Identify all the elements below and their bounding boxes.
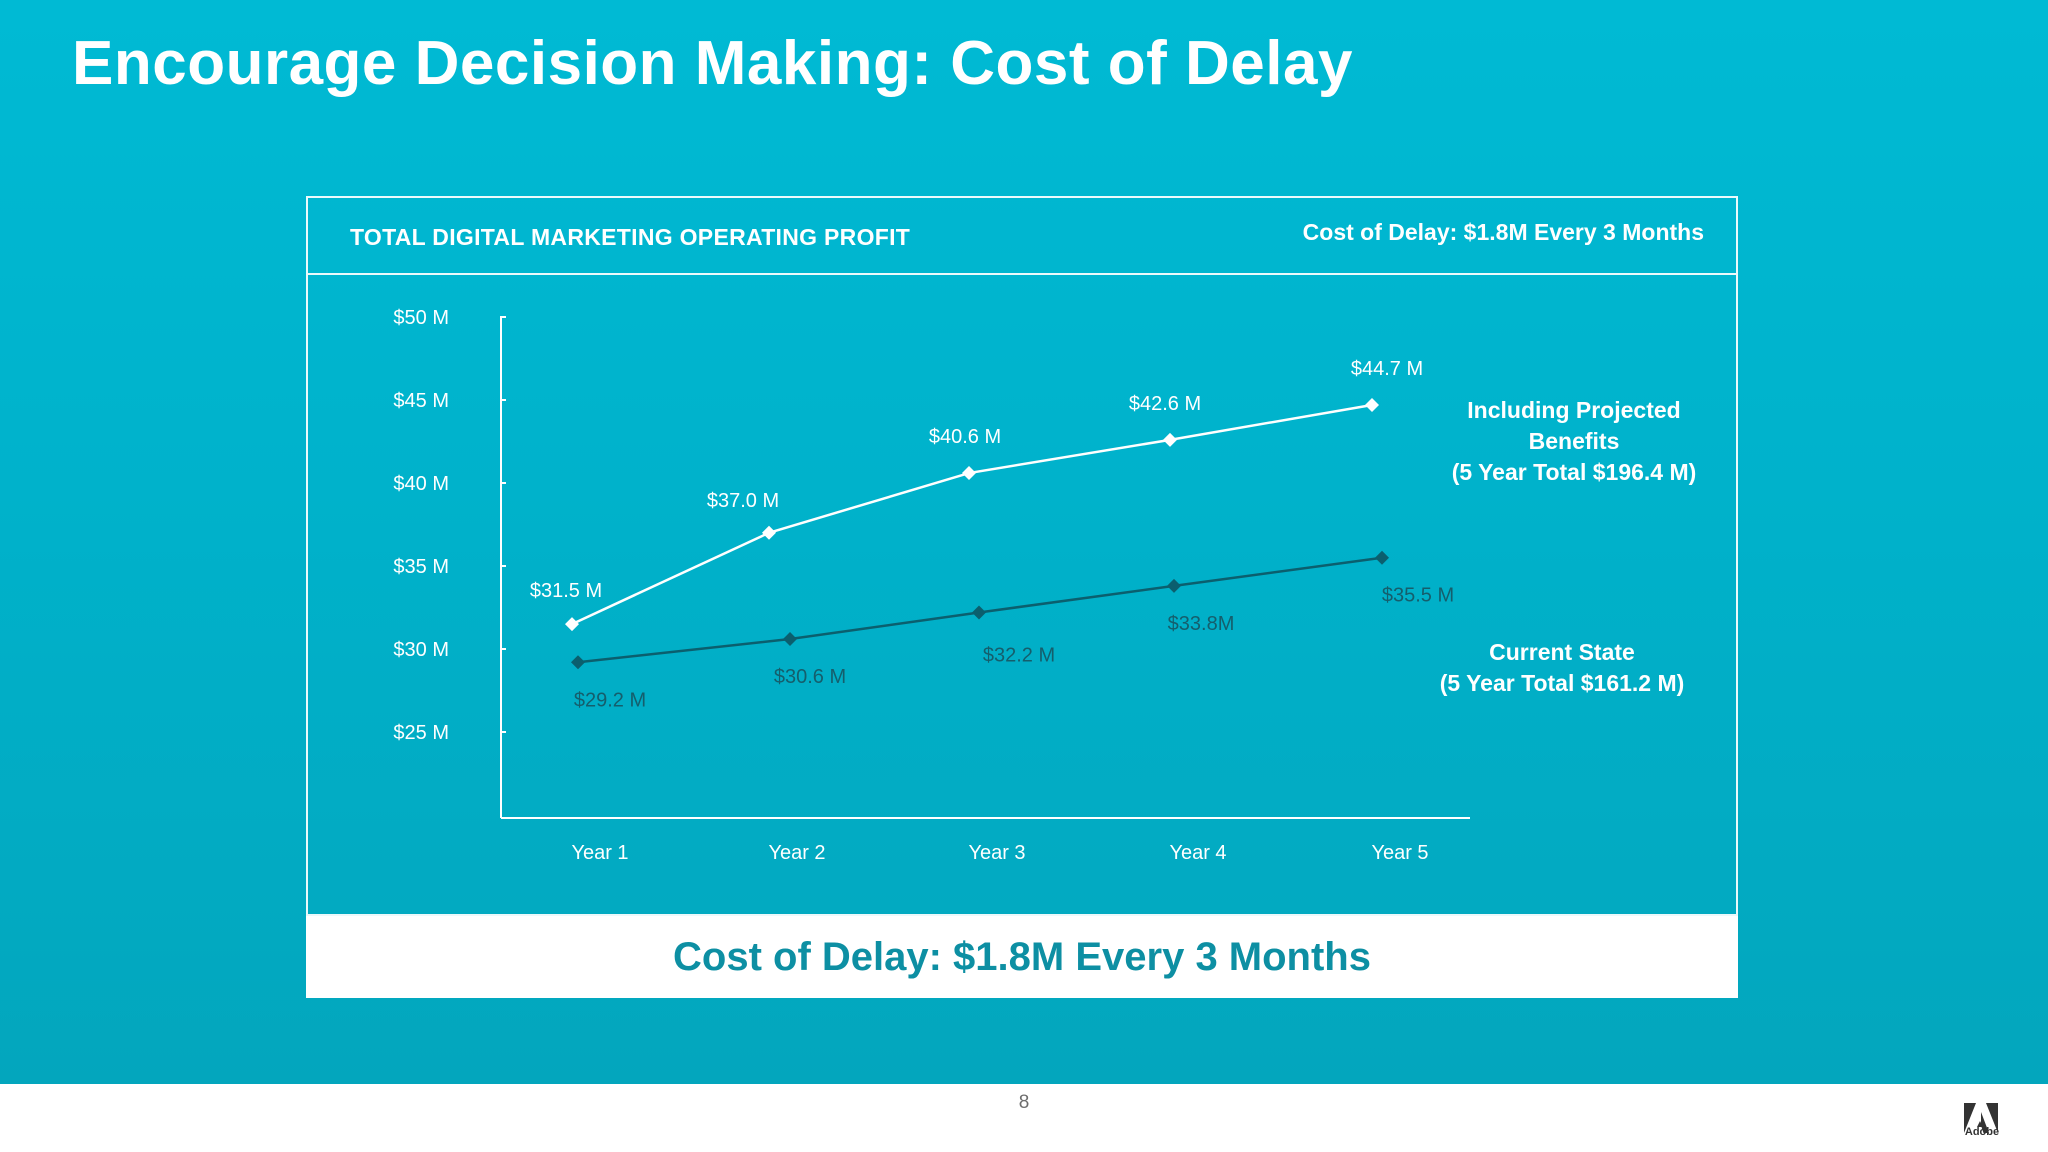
series-1: $29.2 M $30.6 M $32.2 M $33.8M $35.5 M [571,550,1454,711]
data-label: $31.5 M [530,580,602,602]
data-point-marker [1375,550,1389,565]
y-tick-label: $45 M [393,390,449,412]
banner-text: Cost of Delay: $1.8M Every 3 Months [673,934,1371,979]
data-point-marker [1163,432,1177,447]
data-point-marker [972,605,986,620]
y-tick-label: $25 M [393,722,449,744]
data-label: $40.6 M [929,426,1001,448]
x-axis-ticks: Year 1 Year 2 Year 3 Year 4 Year 5 [571,842,1428,864]
series-name-label: Including Projected [1467,397,1680,423]
y-tick-label: $50 M [393,307,449,329]
data-point-marker [571,655,585,670]
x-tick-label: Year 1 [571,842,628,864]
series-name-label: (5 Year Total $196.4 M) [1452,459,1697,485]
x-tick-label: Year 3 [968,842,1025,864]
x-tick-label: Year 2 [768,842,825,864]
cost-of-delay-note: Cost of Delay: $1.8M Every 3 Months [1302,219,1704,245]
series-0: $31.5 M $37.0 M $40.6 M $42.6 M $44.7 M [530,358,1423,632]
series-labels: Including Projected Benefits (5 Year Total… [1440,397,1697,696]
slide-background: Encourage Decision Making: Cost of Delay… [0,0,2048,1084]
y-tick-label: $35 M [393,556,449,578]
data-label: $32.2 M [983,644,1055,666]
adobe-logo-icon [1964,1103,1998,1133]
series-name-label: Benefits [1529,428,1620,454]
data-label: $44.7 M [1351,358,1423,380]
series-name-label: (5 Year Total $161.2 M) [1440,670,1685,696]
data-point-marker [565,617,579,632]
series-layer: $31.5 M $37.0 M $40.6 M $42.6 M $44.7 M $29.2… [530,358,1454,711]
panel-header: TOTAL DIGITAL MARKETING OPERATING PROFIT… [308,198,1736,275]
y-tick-label: $40 M [393,473,449,495]
data-point-marker [1167,578,1181,593]
data-label: $35.5 M [1382,585,1454,607]
series-name-label: Current State [1489,639,1635,665]
data-point-marker [783,632,797,647]
data-label: $37.0 M [707,490,779,512]
data-point-marker [762,525,776,540]
x-tick-label: Year 5 [1371,842,1428,864]
data-label: $42.6 M [1129,393,1201,415]
adobe-logo-label: Adobe [1964,1126,2000,1138]
panel-title: TOTAL DIGITAL MARKETING OPERATING PROFIT [350,224,911,250]
data-label: $30.6 M [774,666,846,688]
line-chart: $25 M$30 M$35 M$40 M$45 M$50 M Year 1 Yea… [393,307,1697,864]
data-label: $33.8M [1168,613,1235,635]
x-tick-label: Year 4 [1169,842,1226,864]
slide-title: Encourage Decision Making: Cost of Delay [72,29,1353,98]
data-point-marker [1365,397,1379,412]
y-tick-label: $30 M [393,639,449,661]
data-point-marker [962,466,976,481]
page-number: 8 [1018,1092,1030,1113]
y-axis-ticks: $25 M $30 M $35 M $40 M $45 M $50 M [393,307,506,744]
chart-panel: TOTAL DIGITAL MARKETING OPERATING PROFIT… [306,196,1738,916]
data-label: $29.2 M [574,689,646,711]
cost-of-delay-banner: Cost of Delay: $1.8M Every 3 Months [306,916,1738,998]
